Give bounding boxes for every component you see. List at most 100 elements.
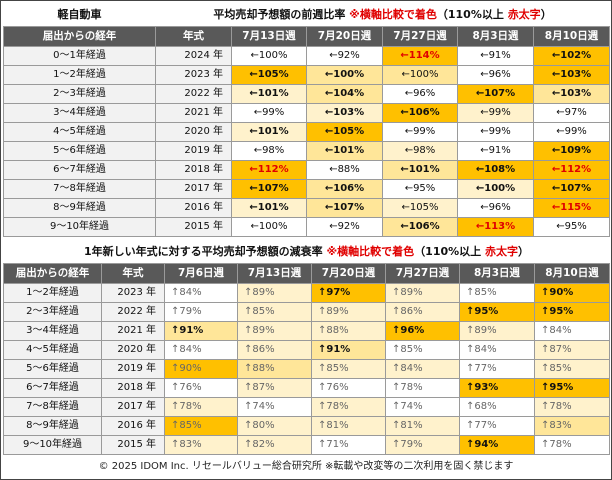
header-elapsed: 届出からの経年 — [3, 262, 102, 284]
ratio-cell: ←99% — [457, 102, 534, 123]
ratio-cell: ←99% — [457, 121, 534, 142]
ratio-cell: ←97% — [532, 102, 611, 123]
ratio-cell: ↑83% — [164, 434, 238, 455]
ratio-cell: ↑74% — [385, 396, 460, 417]
depreciation-table: 1年新しい年式に対する平均売却予想額の減衰率 ※横軸比較で着色（110%以上 赤… — [3, 240, 610, 455]
table-row: 8～9年経過 2016 年 ↑85% ↑80% ↑81% ↑81% ↑77% ↑83% — [3, 415, 610, 436]
ratio-cell: ←100% — [457, 178, 534, 199]
ratio-cell: ↑81% — [385, 415, 460, 436]
ratio-cell: ↑85% — [385, 339, 460, 360]
ratio-cell: ↑78% — [164, 396, 238, 417]
ratio-cell: ↑82% — [237, 434, 312, 455]
ratio-cell: ↑89% — [459, 320, 535, 341]
ratio-cell: ←107% — [231, 178, 307, 199]
ratio-cell: ←88% — [306, 159, 383, 180]
ratio-cell: ↑90% — [164, 358, 238, 379]
header-week: 8月3日週 — [457, 25, 534, 47]
ratio-cell: ↑76% — [164, 377, 238, 398]
ratio-cell: ←95% — [382, 178, 458, 199]
ratio-cell: ↑84% — [164, 339, 238, 360]
ratio-cell: ↑74% — [237, 396, 312, 417]
ratio-cell: ↑81% — [311, 415, 386, 436]
elapsed-label: 0～1年経過 — [3, 45, 156, 66]
ratio-cell: ←92% — [306, 216, 383, 237]
ratio-cell: ←99% — [532, 121, 611, 142]
ratio-cell: ↑84% — [459, 339, 535, 360]
model-year: 2017 年 — [101, 396, 165, 417]
ratio-cell: ↑85% — [311, 358, 386, 379]
table-row: 9～10年経過 2015 年 ←100% ←92% ←106% ←113% ←95% — [3, 216, 611, 237]
ratio-cell: ←98% — [231, 140, 307, 161]
ratio-cell: ←107% — [457, 83, 534, 104]
ratio-cell: ←112% — [231, 159, 307, 180]
elapsed-label: 7～8年経過 — [3, 178, 156, 199]
model-year: 2015 年 — [155, 216, 232, 237]
model-year: 2019 年 — [155, 140, 232, 161]
elapsed-label: 8～9年経過 — [3, 415, 102, 436]
ratio-cell: ←95% — [532, 216, 611, 237]
ratio-cell: ↑84% — [164, 282, 238, 303]
ratio-cell: ←105% — [306, 121, 383, 142]
elapsed-label: 3～4年経過 — [3, 320, 102, 341]
ratio-cell: ↑91% — [311, 339, 386, 360]
ratio-cell: ←108% — [457, 159, 534, 180]
ratio-cell: ←109% — [532, 140, 611, 161]
ratio-cell: ↑89% — [385, 282, 460, 303]
ratio-cell: ←91% — [457, 140, 534, 161]
ratio-cell: ↑76% — [311, 377, 386, 398]
header-year: 年式 — [101, 262, 165, 284]
ratio-cell: ↑90% — [534, 282, 610, 303]
elapsed-label: 8～9年経過 — [3, 197, 156, 218]
elapsed-label: 2～3年経過 — [3, 301, 102, 322]
model-year: 2019 年 — [101, 358, 165, 379]
ratio-cell: ←96% — [457, 64, 534, 85]
model-year: 2023 年 — [101, 282, 165, 303]
ratio-cell: ←102% — [532, 45, 611, 66]
table-row: 1～2年経過 2023 年 ↑84% ↑89% ↑97% ↑89% ↑85% ↑90% — [3, 282, 610, 303]
ratio-cell: ↑87% — [237, 377, 312, 398]
ratio-cell: ↑87% — [534, 339, 610, 360]
model-year: 2022 年 — [101, 301, 165, 322]
elapsed-label: 7～8年経過 — [3, 396, 102, 417]
ratio-cell: ←100% — [231, 45, 307, 66]
ratio-cell: ←106% — [382, 216, 458, 237]
ratio-cell: ←101% — [306, 140, 383, 161]
ratio-cell: ↑85% — [534, 358, 610, 379]
table-row: 5～6年経過 2019 年 ↑90% ↑88% ↑85% ↑84% ↑77% ↑85% — [3, 358, 610, 379]
ratio-cell: ↑89% — [237, 320, 312, 341]
ratio-cell: ←103% — [306, 102, 383, 123]
model-year: 2016 年 — [155, 197, 232, 218]
ratio-cell: ←107% — [532, 178, 611, 199]
ratio-cell: ↑78% — [385, 377, 460, 398]
table2-title: 1年新しい年式に対する平均売却予想額の減衰率 ※横軸比較で着色（110%以上 赤… — [3, 240, 610, 263]
table-row: 7～8年経過 2017 年 ←107% ←106% ←95% ←100% ←107% — [3, 178, 611, 199]
weekly-ratio-table: 軽自動車 平均売却予想額の前週比率 ※横軸比較で着色（110%以上 赤太字） 届… — [3, 3, 611, 237]
header-week: 7月13日週 — [231, 25, 307, 47]
ratio-cell: ←101% — [231, 83, 307, 104]
model-year: 2021 年 — [155, 102, 232, 123]
elapsed-label: 6～7年経過 — [3, 159, 156, 180]
model-year: 2024 年 — [155, 45, 232, 66]
ratio-cell: ↑83% — [534, 415, 610, 436]
model-year: 2020 年 — [101, 339, 165, 360]
table-row: 9～10年経過 2015 年 ↑83% ↑82% ↑71% ↑79% ↑94% ↑78% — [3, 434, 610, 455]
elapsed-label: 6～7年経過 — [3, 377, 102, 398]
ratio-cell: ←96% — [382, 83, 458, 104]
ratio-cell: ←99% — [382, 121, 458, 142]
ratio-cell: ←100% — [306, 64, 383, 85]
header-week: 7月27日週 — [382, 25, 458, 47]
ratio-cell: ↑86% — [385, 301, 460, 322]
elapsed-label: 5～6年経過 — [3, 358, 102, 379]
ratio-cell: ←100% — [382, 64, 458, 85]
ratio-cell: ↑93% — [459, 377, 535, 398]
ratio-cell: ←99% — [231, 102, 307, 123]
model-year: 2020 年 — [155, 121, 232, 142]
ratio-cell: ←104% — [306, 83, 383, 104]
ratio-cell: ←103% — [532, 64, 611, 85]
ratio-cell: ↑88% — [311, 320, 386, 341]
ratio-cell: ←105% — [382, 197, 458, 218]
table-row: 6～7年経過 2018 年 ↑76% ↑87% ↑76% ↑78% ↑93% ↑95% — [3, 377, 610, 398]
ratio-cell: ↑85% — [237, 301, 312, 322]
ratio-cell: ↑95% — [534, 377, 610, 398]
table-row: 5～6年経過 2019 年 ←98% ←101% ←98% ←91% ←109% — [3, 140, 611, 161]
